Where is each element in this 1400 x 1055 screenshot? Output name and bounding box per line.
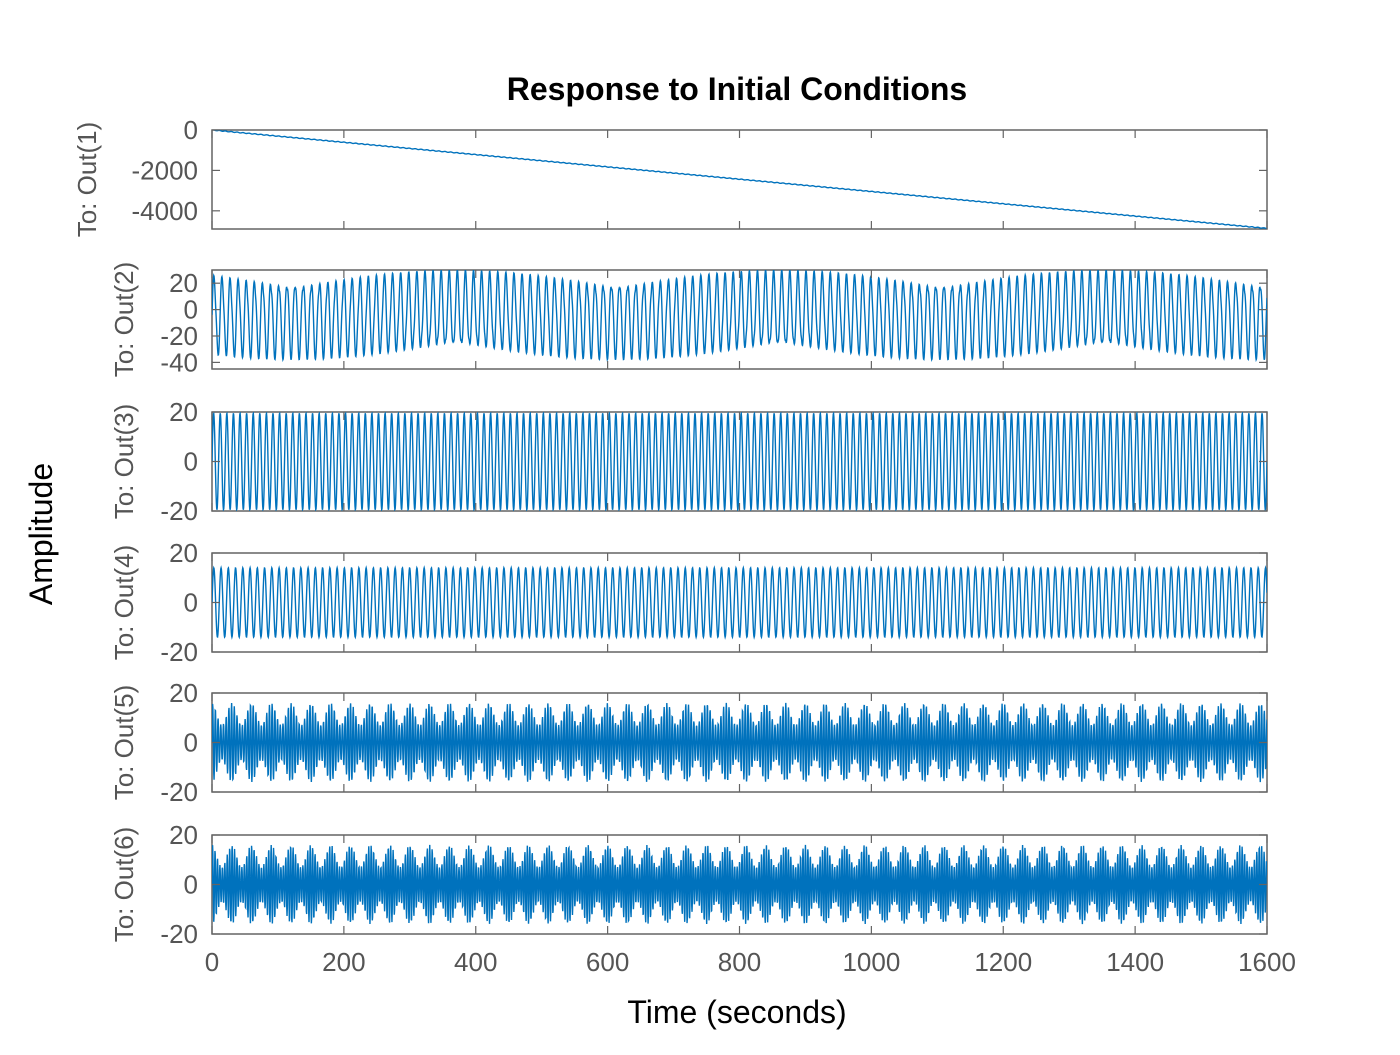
subplot-5-ytick-label: 0 — [184, 728, 198, 758]
subplot-4: 20 0 -20 To: Out(4) — [109, 538, 1268, 667]
subplot-6-series-line — [212, 844, 1267, 925]
subplot-1-ytick-label: -2000 — [132, 155, 199, 185]
x-tick-label-200: 200 — [322, 947, 365, 977]
subplot-2-ylabel: To: Out(2) — [109, 262, 139, 378]
subplot-4-ytick-label: -20 — [160, 637, 198, 667]
x-tick-label-1600: 1600 — [1238, 947, 1296, 977]
x-tick-label-600: 600 — [586, 947, 629, 977]
subplot-5: 20 0 -20 To: Out(5) — [109, 678, 1268, 807]
subplot-2-series-line — [212, 270, 1267, 363]
subplot-3-ytick-label: -20 — [160, 496, 198, 526]
subplot-5-ytick-label: 20 — [169, 678, 198, 708]
subplot-2-ytick-label: -40 — [160, 347, 198, 377]
subplot-1-ylabel: To: Out(1) — [72, 122, 102, 238]
subplot-6-ytick-label: 0 — [184, 870, 198, 900]
subplot-3-ylabel: To: Out(3) — [109, 404, 139, 520]
subplot-6-ytick-label: -20 — [160, 919, 198, 949]
y-axis-label: Amplitude — [23, 463, 59, 605]
x-tick-label-400: 400 — [454, 947, 497, 977]
subplot-3-ytick-label: 20 — [169, 397, 198, 427]
subplot-6-ytick-label: 20 — [169, 820, 198, 850]
x-tick-label-0: 0 — [205, 947, 219, 977]
chart-title: Response to Initial Conditions — [507, 71, 967, 107]
subplot-3-ytick-label: 0 — [184, 447, 198, 477]
subplot-5-ylabel: To: Out(5) — [109, 685, 139, 801]
x-tick-label-1200: 1200 — [974, 947, 1032, 977]
x-tick-label-1400: 1400 — [1106, 947, 1164, 977]
subplot-2-ytick-label: -20 — [160, 321, 198, 351]
subplot-2-ytick-label: 20 — [169, 268, 198, 298]
subplot-3-series-line — [212, 412, 1267, 511]
subplot-1-series-line — [212, 130, 1267, 229]
subplot-4-ytick-label: 0 — [184, 588, 198, 618]
x-axis-label: Time (seconds) — [627, 994, 846, 1030]
subplot-3: 20 0 -20 To: Out(3) — [109, 397, 1268, 526]
subplot-5-ytick-label: -20 — [160, 777, 198, 807]
subplot-6-ylabel: To: Out(6) — [109, 827, 139, 943]
subplot-2-ytick-label: 0 — [184, 295, 198, 325]
subplot-4-series-line — [212, 565, 1267, 640]
subplot-1-ytick-label: -4000 — [132, 196, 199, 226]
x-tick-label-1000: 1000 — [842, 947, 900, 977]
subplot-5-series-line — [212, 702, 1267, 783]
subplot-4-ytick-label: 20 — [169, 538, 198, 568]
subplot-6: 20 0 -20 To: Out(6) — [109, 820, 1268, 949]
subplot-1-ytick-label: 0 — [184, 115, 198, 145]
x-tick-label-800: 800 — [718, 947, 761, 977]
subplot-1: 0 -2000 -4000 To: Out(1) — [72, 115, 1268, 238]
subplot-2: 200-20-40 To: Out(2) — [109, 262, 1268, 378]
subplot-4-ylabel: To: Out(4) — [109, 545, 139, 661]
